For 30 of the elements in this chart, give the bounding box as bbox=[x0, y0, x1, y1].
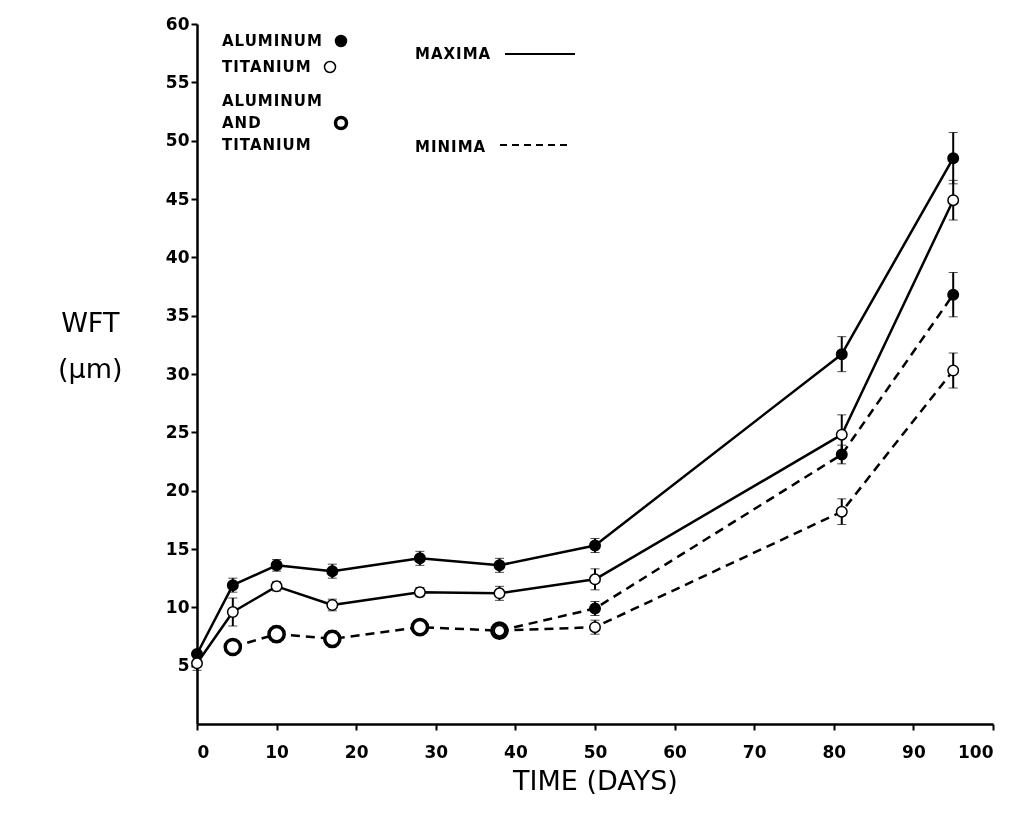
y-tick-label: 10 bbox=[165, 596, 190, 617]
y-tick-label: 35 bbox=[165, 305, 190, 326]
x-axis-title: TIME (DAYS) bbox=[512, 764, 678, 796]
y-tick-label: 20 bbox=[165, 480, 190, 501]
y-tick-label: 15 bbox=[165, 538, 190, 559]
y-tick-label: 25 bbox=[165, 421, 190, 442]
legend-label: ALUMINUM AND TITANIUM bbox=[222, 91, 323, 156]
x-tick-label: 50 bbox=[583, 741, 608, 762]
y-tick-label: 55 bbox=[165, 71, 190, 92]
x-tick-label: 20 bbox=[344, 741, 369, 762]
annotation: MINIMA bbox=[415, 138, 487, 156]
x-tick-label: 60 bbox=[663, 741, 688, 762]
x-tick-label: 70 bbox=[742, 741, 767, 762]
y-tick-label: 5 bbox=[177, 655, 190, 676]
x-tick-label: 10 bbox=[265, 741, 290, 762]
y-tick-label: 40 bbox=[165, 246, 190, 267]
y-tick-label: 60 bbox=[165, 13, 190, 34]
legend-label: TITANIUM bbox=[222, 57, 312, 78]
x-tick-label: 100 bbox=[958, 741, 994, 762]
y-tick-label: 30 bbox=[165, 363, 190, 384]
x-tick-label: 40 bbox=[504, 741, 528, 762]
x-tick-label: 0 bbox=[197, 741, 210, 762]
x-tick-label: 80 bbox=[822, 741, 847, 762]
annotation: MAXIMA bbox=[415, 45, 492, 63]
legend-label: ALUMINUM bbox=[222, 31, 323, 52]
x-tick-label: 90 bbox=[902, 741, 926, 762]
y-tick-label: 50 bbox=[165, 130, 190, 151]
x-tick-label: 30 bbox=[424, 741, 449, 762]
y-tick-label: 45 bbox=[165, 188, 190, 209]
y-axis-title: WFT (μm) bbox=[58, 306, 123, 386]
